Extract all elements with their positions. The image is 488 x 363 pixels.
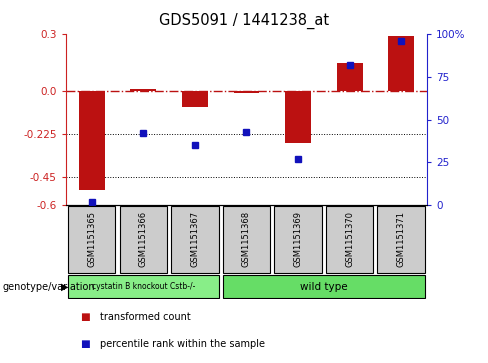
Text: genotype/variation: genotype/variation xyxy=(2,282,95,292)
Bar xyxy=(79,91,104,190)
Text: GSM1151370: GSM1151370 xyxy=(345,211,354,266)
Text: GSM1151367: GSM1151367 xyxy=(190,211,200,267)
Bar xyxy=(130,89,156,91)
Text: GSM1151368: GSM1151368 xyxy=(242,211,251,267)
Bar xyxy=(337,63,363,91)
Bar xyxy=(171,207,219,273)
Bar xyxy=(223,275,425,298)
Text: GSM1151366: GSM1151366 xyxy=(139,211,148,267)
Text: GDS5091 / 1441238_at: GDS5091 / 1441238_at xyxy=(159,13,329,29)
Bar xyxy=(223,207,270,273)
Text: cystatin B knockout Cstb-/-: cystatin B knockout Cstb-/- xyxy=(92,282,195,291)
Bar xyxy=(68,275,219,298)
Text: wild type: wild type xyxy=(300,282,347,292)
Bar xyxy=(120,207,167,273)
Bar xyxy=(326,207,373,273)
Text: transformed count: transformed count xyxy=(100,313,191,322)
Bar xyxy=(182,91,208,106)
Bar xyxy=(68,207,115,273)
Text: GSM1151371: GSM1151371 xyxy=(397,211,406,266)
Text: percentile rank within the sample: percentile rank within the sample xyxy=(100,339,265,350)
Text: ▶: ▶ xyxy=(61,282,68,292)
Bar xyxy=(378,207,425,273)
Text: ■: ■ xyxy=(81,339,90,350)
Text: ■: ■ xyxy=(81,313,90,322)
Bar xyxy=(234,91,259,93)
Text: GSM1151369: GSM1151369 xyxy=(293,211,303,266)
Text: GSM1151365: GSM1151365 xyxy=(87,211,96,266)
Bar xyxy=(274,207,322,273)
Bar xyxy=(285,91,311,143)
Bar xyxy=(388,36,414,91)
